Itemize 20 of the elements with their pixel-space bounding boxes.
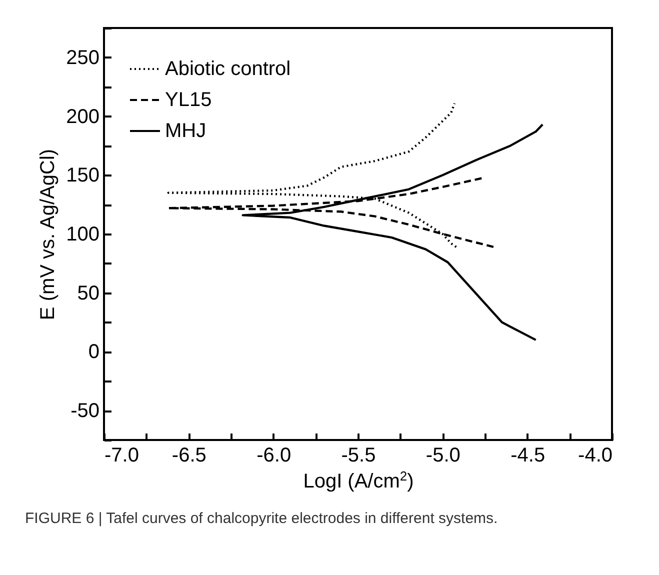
y-tick-label: 200 (66, 106, 100, 128)
x-tick-label: -7.0 (104, 444, 139, 466)
legend-label: YL15 (165, 89, 212, 111)
y-tick-label: 100 (66, 224, 100, 246)
legend-label: MHJ (165, 120, 206, 142)
y-tick-label: 0 (88, 341, 100, 364)
y-axis-title: E (mV vs. Ag/AgCl) (37, 148, 60, 320)
legend-label: Abiotic control (165, 58, 291, 80)
caption: FIGURE 6 | Tafel curves of chalcopyrite electrodes in different systems. (25, 510, 498, 527)
x-tick-label: -5.5 (341, 444, 376, 466)
x-axis-title: LogI (A/cm$^{2}$) (303, 468, 414, 492)
x-tick-label: -4.5 (510, 444, 546, 466)
y-tick-label: -50 (70, 400, 100, 422)
x-tick-label: -4.0 (578, 444, 612, 466)
y-tick-label: 50 (77, 282, 100, 304)
x-tick-label: -6.5 (172, 444, 206, 466)
x-tick-label: -5.0 (426, 444, 460, 466)
y-tick-label: 250 (66, 46, 100, 69)
x-tick-label: -6.0 (256, 444, 292, 466)
y-tick-label: 150 (66, 164, 100, 187)
